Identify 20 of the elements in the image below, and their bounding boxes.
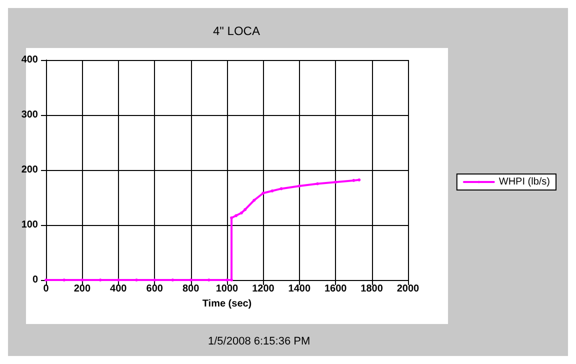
x-axis-title: Time (sec) xyxy=(202,298,252,310)
legend-label: WHPI (lb/s) xyxy=(498,176,550,188)
x-tick-label: 1400 xyxy=(288,284,311,294)
x-tick-label: 1800 xyxy=(360,284,384,294)
y-tick-label: 100 xyxy=(21,220,38,230)
chart-title: 4" LOCA xyxy=(213,24,260,38)
x-tick-label: 1600 xyxy=(324,284,348,294)
y-tick-label: 200 xyxy=(21,164,38,176)
x-tick-label: 400 xyxy=(110,284,128,294)
x-tick-label: 800 xyxy=(182,284,200,294)
text: 1/5/2008 6:15:36 PM xyxy=(208,336,310,348)
x-tick-label: 0 xyxy=(43,284,50,294)
x-tick-label: 1200 xyxy=(252,284,275,294)
x-tick-label: 1000 xyxy=(216,284,239,294)
x-tick-label: 2000 xyxy=(396,284,420,294)
x-tick-label: 600 xyxy=(146,284,164,294)
y-tick-label: 0 xyxy=(32,274,38,286)
y-tick-label: 300 xyxy=(21,110,38,120)
x-tick-label: 200 xyxy=(74,284,91,294)
y-tick-label: 400 xyxy=(21,54,38,66)
